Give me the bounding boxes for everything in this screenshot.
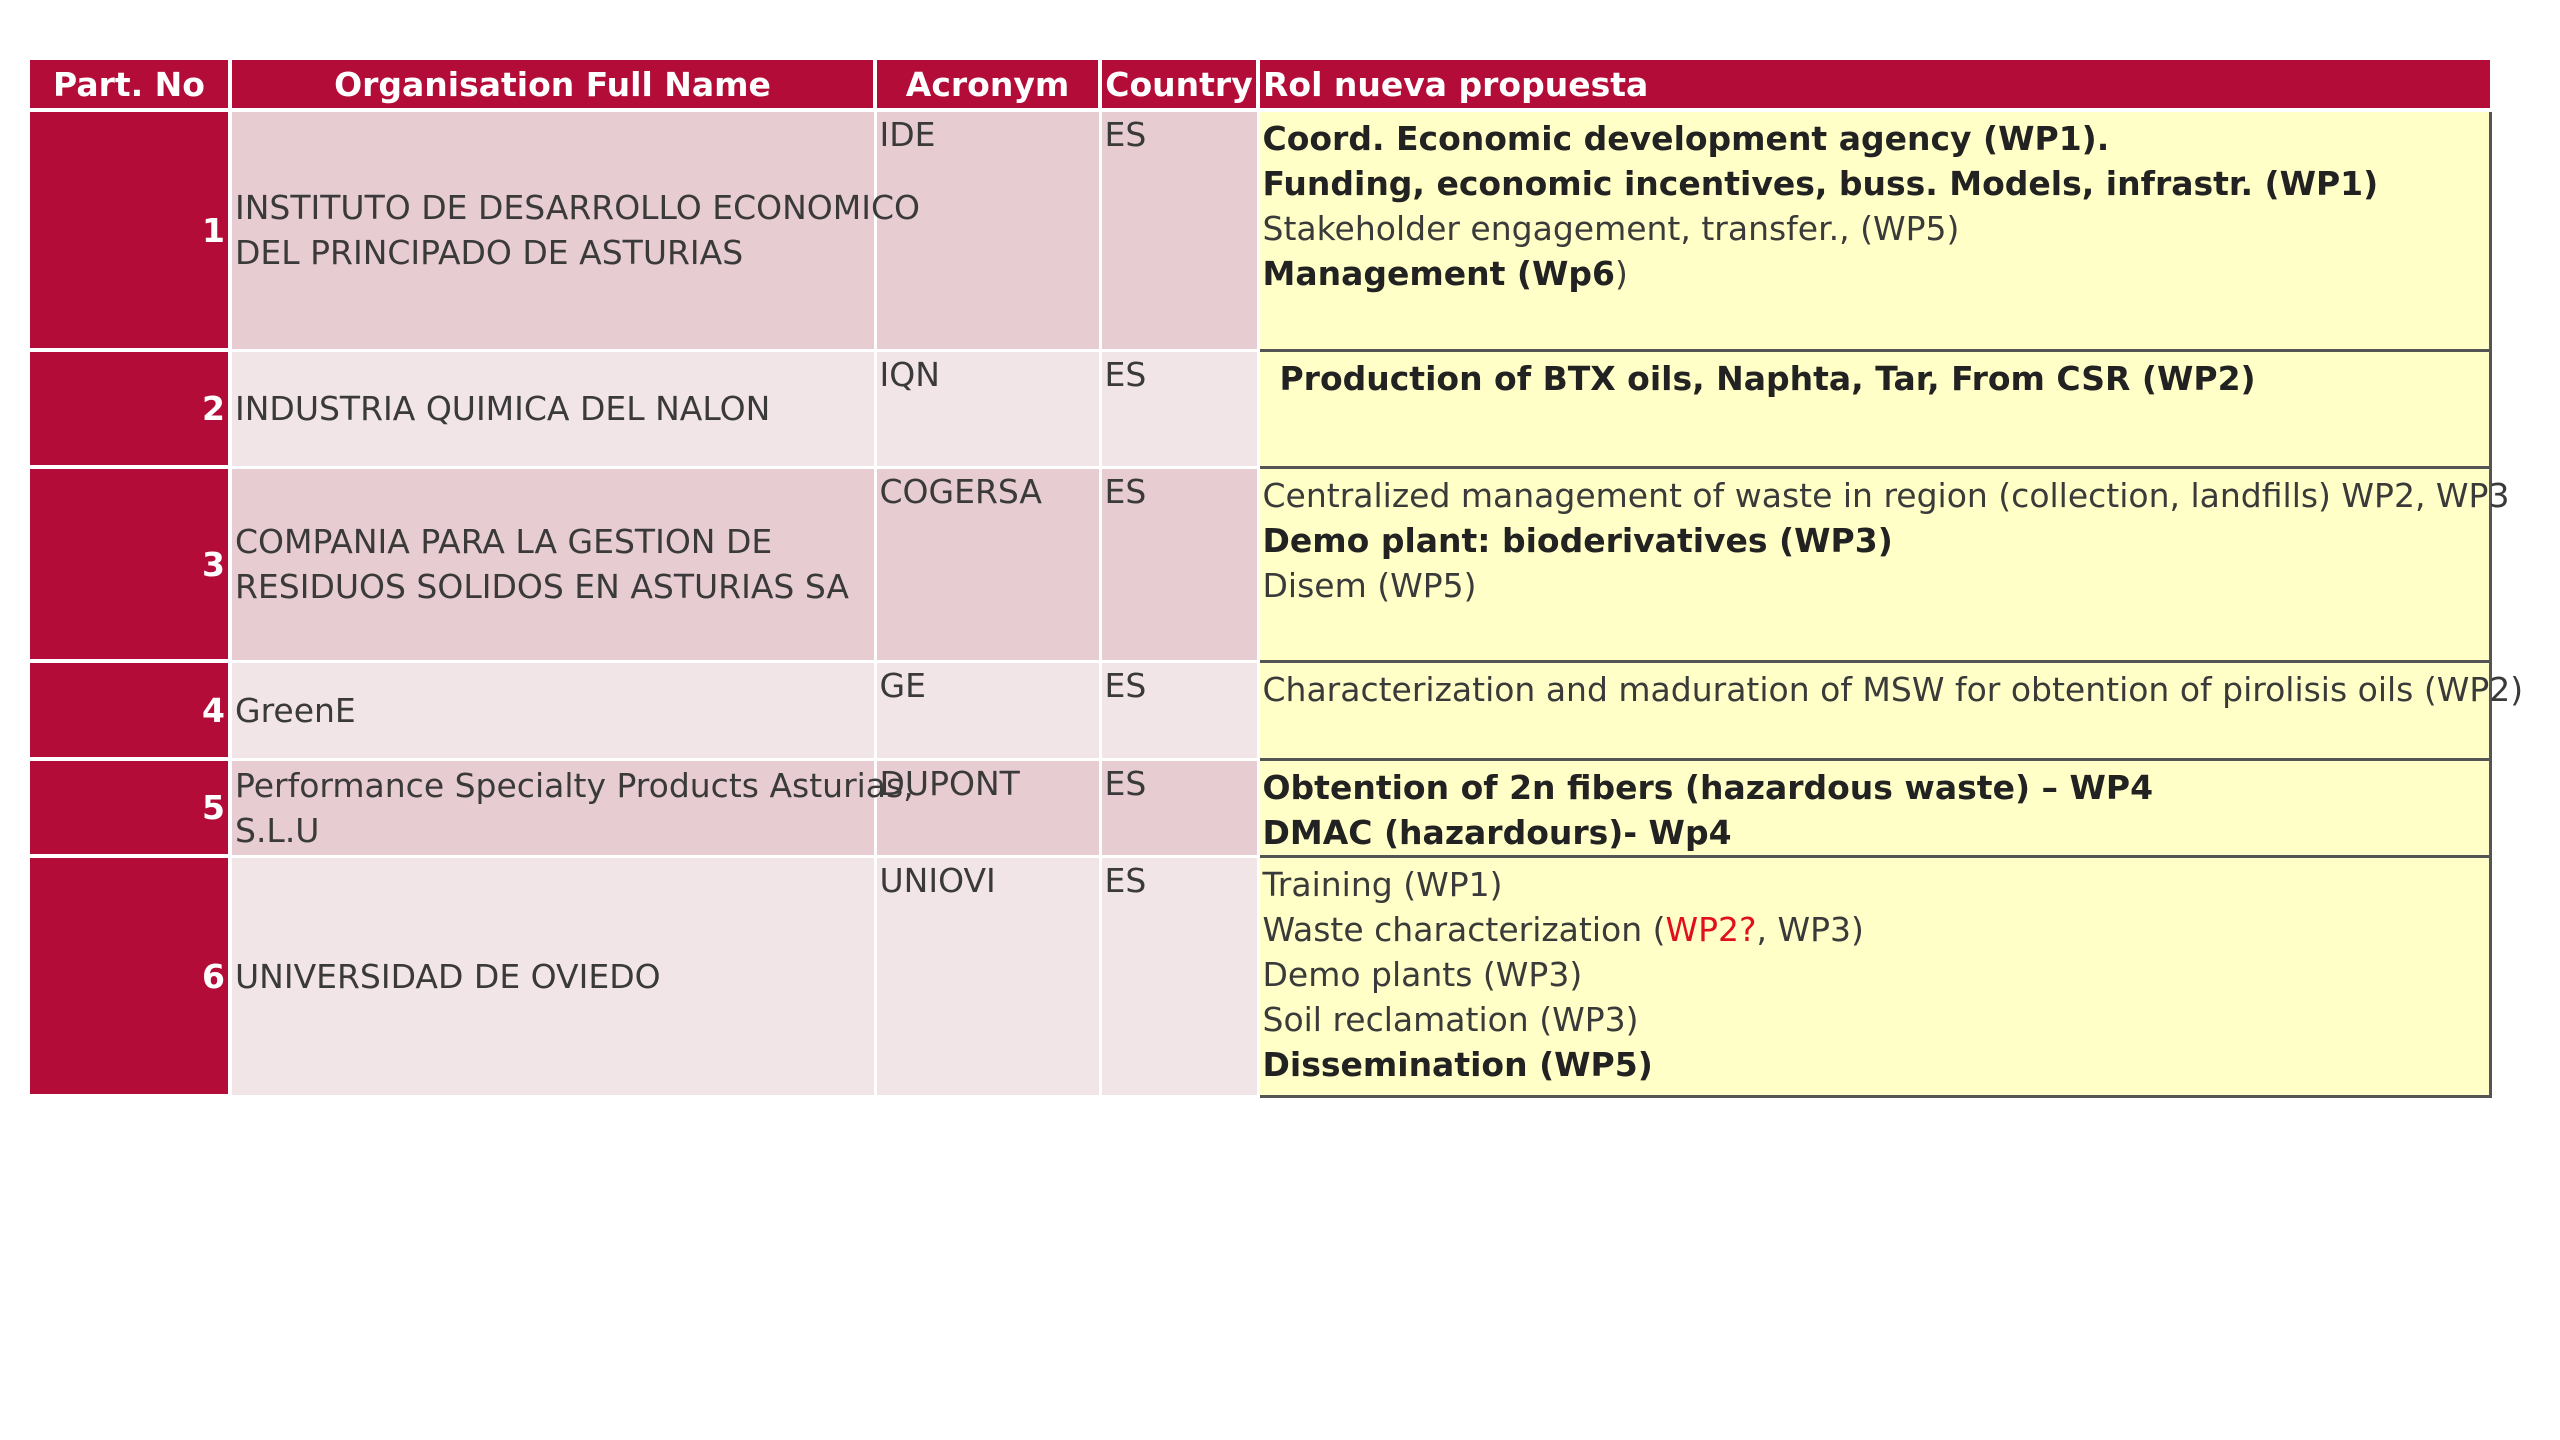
org-name: Performance Specialty Products Asturias,… (230, 759, 914, 858)
role-cell: Training (WP1) Waste characterization (W… (1256, 854, 2492, 1098)
org-name-line: INSTITUTO DE DESARROLLO ECONOMICO (235, 188, 920, 228)
header-acronym: Acronym (875, 60, 1102, 112)
role-line: Training (WP1) (1262, 864, 1503, 904)
role-line: Management (Wp6) (1263, 251, 2486, 296)
role-line: Production of BTX oils, Naphta, Tar, Fro… (1279, 358, 2256, 398)
country: ES (1100, 350, 1260, 469)
table-row-1: 1 INSTITUTO DE DESARROLLO ECONOMICO DEL … (30, 108, 2492, 352)
country: ES (1100, 661, 1260, 761)
part-number: 1 (30, 110, 232, 352)
acronym: GE (875, 661, 1102, 761)
org-name-line: DEL PRINCIPADO DE ASTURIAS (235, 233, 744, 273)
role-line: Demo plants (WP3) (1262, 954, 1583, 994)
org-name-line: GreenE (235, 690, 356, 730)
country: ES (1100, 110, 1260, 352)
header-row: Part. No Organisation Full Name Acronym … (30, 60, 2490, 112)
org-name: UNIVERSIDAD DE OVIEDO (230, 856, 877, 1098)
table-row-4: 4 GreenE GE ES Characterization and madu… (30, 659, 2524, 761)
role-line: Dissemination (WP5) (1262, 1044, 1653, 1084)
header-part-no: Part. No (30, 60, 232, 112)
org-name: INSTITUTO DE DESARROLLO ECONOMICO DEL PR… (230, 110, 920, 352)
part-number: 5 (30, 759, 232, 858)
country: ES (1100, 759, 1260, 858)
org-name-line: UNIVERSIDAD DE OVIEDO (235, 956, 661, 996)
part-number: 4 (30, 661, 232, 761)
org-name-line: Performance Specialty Products Asturias, (235, 765, 914, 805)
table-row-5: 5 Performance Specialty Products Asturia… (30, 757, 2492, 858)
acronym: IDE (875, 110, 1102, 352)
org-name: INDUSTRIA QUIMICA DEL NALON (230, 350, 877, 469)
acronym: COGERSA (875, 467, 1102, 663)
country: ES (1100, 856, 1260, 1098)
table-row-2: 2 INDUSTRIA QUIMICA DEL NALON IQN ES Pro… (30, 348, 2492, 469)
header-org-name: Organisation Full Name (230, 60, 877, 112)
acronym: DUPONT (875, 759, 1102, 858)
role-line: Coord. Economic development agency (WP1)… (1262, 119, 2110, 158)
role-line: Funding, economic incentives, buss. Mode… (1262, 164, 2379, 203)
table-row-3: 3 COMPANIA PARA LA GESTION DE RESIDUOS S… (30, 465, 2510, 663)
role-cell: Centralized management of waste in regio… (1256, 465, 2510, 663)
country: ES (1100, 467, 1260, 663)
org-name-line: COMPANIA PARA LA GESTION DE (235, 522, 773, 561)
part-number: 3 (30, 467, 232, 663)
org-name-line: RESIDUOS SOLIDOS EN ASTURIAS SA (235, 567, 849, 606)
acronym: UNIOVI (875, 856, 1102, 1098)
org-name: GreenE (230, 661, 877, 761)
table-row-6: 6 UNIVERSIDAD DE OVIEDO UNIOVI ES Traini… (30, 854, 2492, 1098)
org-name-line: S.L.U (235, 810, 320, 850)
role-cell: Characterization and maduration of MSW f… (1256, 659, 2524, 761)
role-line-part: , WP3) (1756, 909, 1864, 949)
role-line: Soil reclamation (WP3) (1262, 999, 1639, 1039)
role-line: Obtention of 2n fibers (hazardous waste)… (1262, 767, 2154, 807)
role-line: DMAC (hazardours)- Wp4 (1262, 812, 1732, 852)
part-number: 6 (30, 856, 232, 1098)
role-line: Stakeholder engagement, transfer., (WP5) (1262, 209, 1960, 248)
partners-table: Part. No Organisation Full Name Acronym … (30, 60, 2524, 1098)
role-cell: Coord. Economic development agency (WP1)… (1256, 108, 2492, 352)
header-country: Country (1100, 60, 1260, 112)
role-line: Disem (WP5) (1262, 565, 1477, 605)
role-line-highlight: WP2? (1665, 909, 1757, 949)
role-cell: Production of BTX oils, Naphta, Tar, Fro… (1256, 348, 2492, 469)
role-line-part: Waste characterization ( (1262, 909, 1666, 949)
role-line: Centralized management of waste in regio… (1262, 475, 2510, 515)
org-name: COMPANIA PARA LA GESTION DE RESIDUOS SOL… (230, 467, 877, 663)
role-line: Waste characterization (WP2?, WP3) (1263, 907, 2486, 952)
role-line-part: Management (Wp6 (1262, 254, 1615, 293)
header-role: Rol nueva propuesta (1258, 60, 2490, 112)
acronym: IQN (875, 350, 1102, 469)
role-line: Demo plant: bioderivatives (WP3) (1262, 520, 1893, 560)
role-cell: Obtention of 2n fibers (hazardous waste)… (1256, 757, 2492, 858)
part-number: 2 (30, 350, 232, 469)
role-line-part: ) (1614, 254, 1628, 293)
org-name-line: INDUSTRIA QUIMICA DEL NALON (235, 389, 771, 428)
role-line: Characterization and maduration of MSW f… (1262, 669, 2524, 709)
